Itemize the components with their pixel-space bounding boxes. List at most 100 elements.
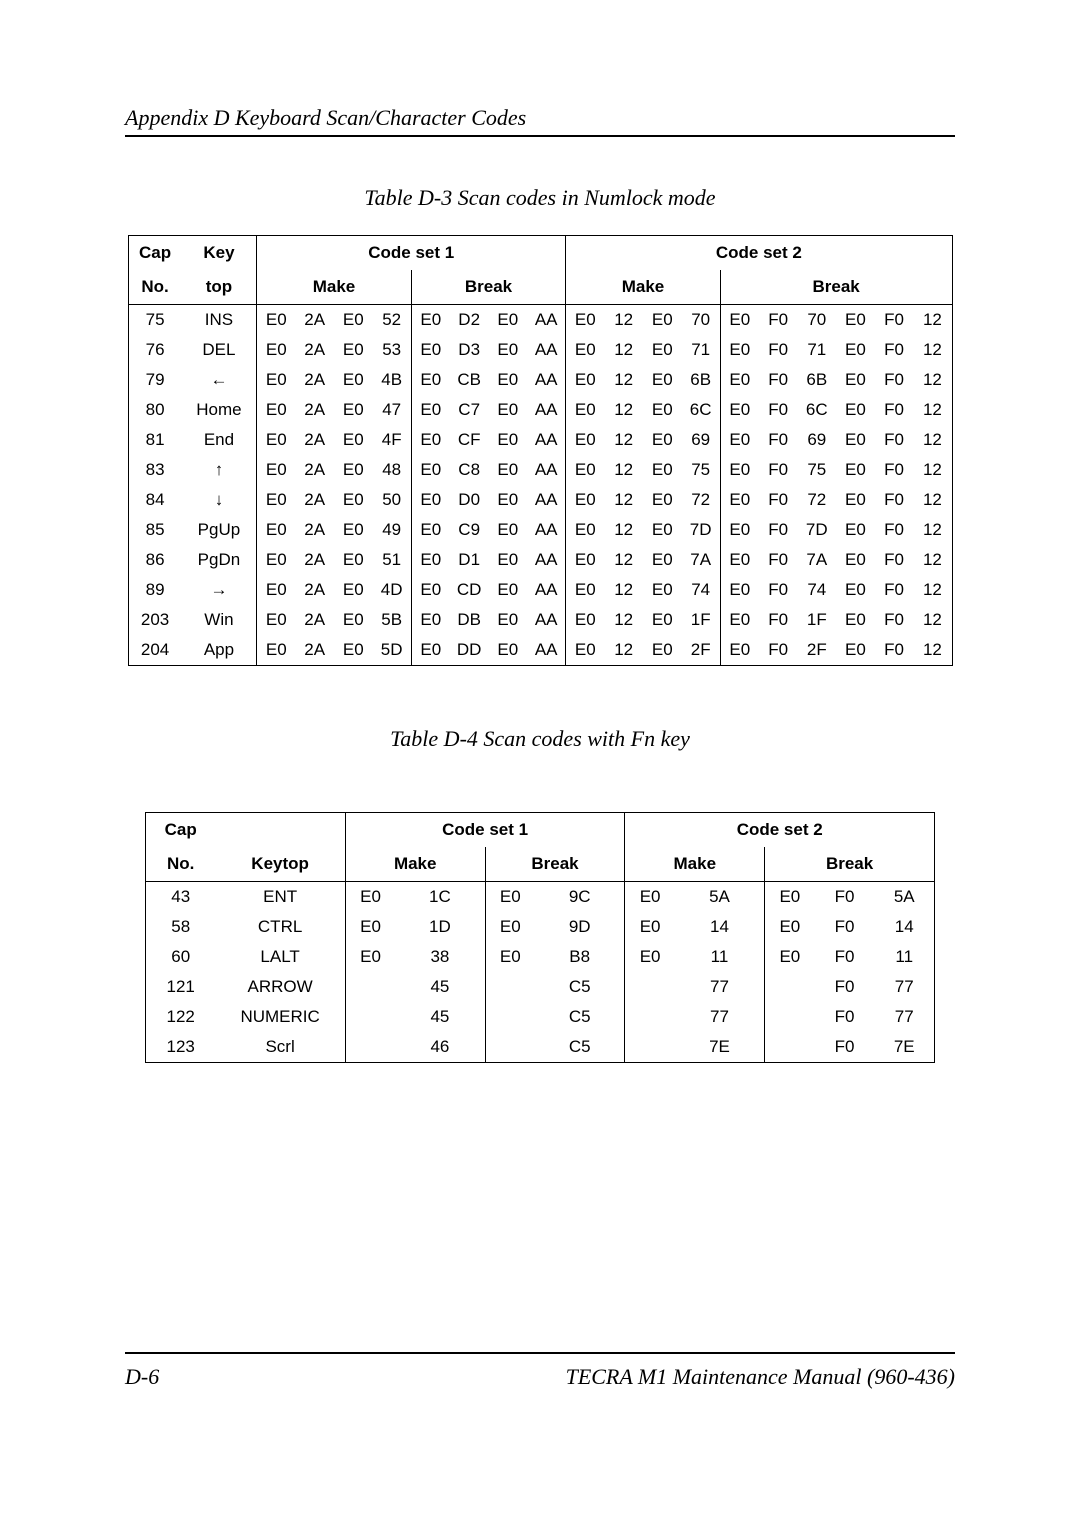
table-row: 89→E02AE04DE0CDE0AAE012E074E0F074E0F012 [128,575,952,605]
cell: 74 [682,575,721,605]
table-row: 75INSE02AE052E0D2E0AAE012E070E0F070E0F01… [128,305,952,336]
cell: E0 [485,912,535,942]
cell: 12 [604,455,643,485]
cell: E0 [720,395,759,425]
cell: E0 [334,335,373,365]
cell: D0 [450,485,489,515]
cell: E0 [643,395,682,425]
cell: AA [527,305,566,336]
cell: E0 [334,605,373,635]
cell: E0 [488,545,527,575]
cell: 49 [373,515,412,545]
cell: 71 [797,335,836,365]
cell: 12 [604,635,643,666]
cell: PgUp [182,515,257,545]
cell: E0 [625,942,675,972]
cell: E0 [334,545,373,575]
cell: F0 [875,365,914,395]
cell: 89 [128,575,182,605]
th2-cap: Cap [146,813,216,848]
cell: E0 [643,605,682,635]
cell: E0 [257,485,296,515]
cell: E0 [411,455,450,485]
cell: F0 [875,395,914,425]
cell: F0 [759,425,798,455]
cell: INS [182,305,257,336]
cell: F0 [875,605,914,635]
cell: F0 [875,635,914,666]
table-row: 60LALTE038E0B8E011E0F011 [146,942,935,972]
cell: 2A [295,425,334,455]
cell: 7E [875,1032,935,1063]
cell: Home [182,395,257,425]
th-cap: Cap [128,236,182,271]
cell: 11 [875,942,935,972]
cell: E0 [836,485,875,515]
cell: 2A [295,545,334,575]
cell: F0 [875,335,914,365]
cell: B8 [535,942,625,972]
cell: DEL [182,335,257,365]
cell: 69 [682,425,721,455]
scan-codes-numlock-table: Cap Key Code set 1 Code set 2 No. top Ma… [128,235,953,666]
cell: AA [527,605,566,635]
cell: 85 [128,515,182,545]
cell: F0 [759,365,798,395]
cell: 77 [675,972,765,1002]
cell: E0 [566,305,605,336]
cell [345,1002,395,1032]
cell: 1C [395,882,485,913]
cell: F0 [875,485,914,515]
table-row: 123Scrl46C57EF07E [146,1032,935,1063]
cell: 12 [604,545,643,575]
cell: 1D [395,912,485,942]
cell: CF [450,425,489,455]
cell: 2A [295,455,334,485]
cell: E0 [566,365,605,395]
cell: F0 [875,425,914,455]
cell: 7A [682,545,721,575]
cell [345,1032,395,1063]
cell: E0 [334,455,373,485]
cell: E0 [411,575,450,605]
cell: 1F [797,605,836,635]
cell: End [182,425,257,455]
cell: 12 [913,335,952,365]
cell: E0 [485,942,535,972]
cell [625,972,675,1002]
cell: E0 [720,545,759,575]
cell: App [182,635,257,666]
table-row: 83↑E02AE048E0C8E0AAE012E075E0F075E0F012 [128,455,952,485]
th2-set1: Code set 1 [345,813,625,848]
cell: 14 [675,912,765,942]
cell: E0 [488,485,527,515]
cell: 75 [797,455,836,485]
cell: E0 [836,365,875,395]
cell: E0 [720,365,759,395]
cell: AA [527,395,566,425]
cell: E0 [257,455,296,485]
cell: E0 [566,395,605,425]
cell: E0 [643,635,682,666]
cell: E0 [566,335,605,365]
cell: DD [450,635,489,666]
cell: E0 [836,455,875,485]
cell: E0 [488,335,527,365]
cell: C5 [535,1032,625,1063]
cell: E0 [720,305,759,336]
cell: E0 [765,912,815,942]
table-row: 204AppE02AE05DE0DDE0AAE012E02FE0F02FE0F0… [128,635,952,666]
cell: E0 [566,515,605,545]
cell: AA [527,335,566,365]
th2-break1: Break [485,847,625,882]
table-row: 81EndE02AE04FE0CFE0AAE012E069E0F069E0F01… [128,425,952,455]
cell: F0 [759,395,798,425]
cell: 121 [146,972,216,1002]
cell: E0 [411,425,450,455]
appendix-title: Appendix D Keyboard Scan/Character Codes [125,105,955,131]
table-row: 58CTRLE01DE09DE014E0F014 [146,912,935,942]
cell: CB [450,365,489,395]
cell: E0 [257,575,296,605]
cell: 12 [913,515,952,545]
cell: 70 [682,305,721,336]
